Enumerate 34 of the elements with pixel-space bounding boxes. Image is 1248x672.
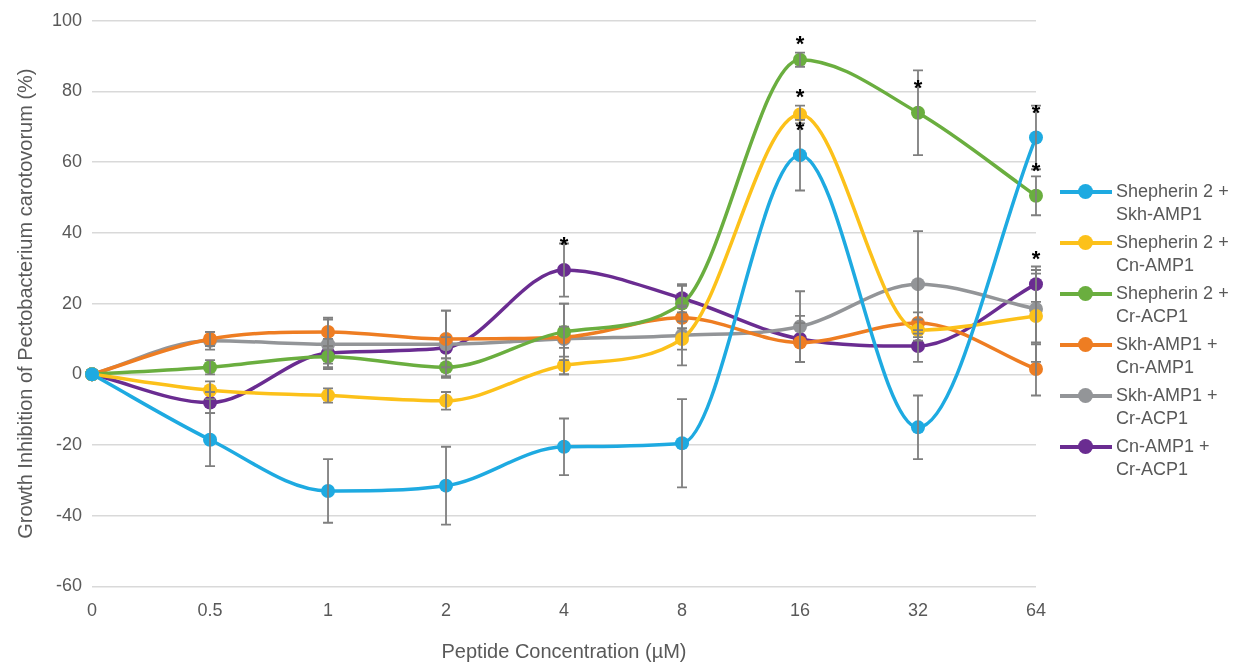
y-axis-title: Growth Inhibition of Pectobacterium carotovorum (%) xyxy=(13,68,36,539)
legend-label: Skh-AMP1 + Cn-AMP1 xyxy=(1116,334,1218,377)
y-tick-label: 100 xyxy=(51,9,83,30)
annotation: * xyxy=(795,117,805,143)
y-tick-label: 20 xyxy=(62,292,83,313)
text: Shepherin 2 + Cn-AMP1 xyxy=(1116,232,1229,275)
text: Shepherin 2 + Cr-ACP1 xyxy=(1116,283,1229,326)
x-tick-label: 0 xyxy=(87,600,98,621)
y-tick-label: 0 xyxy=(72,363,83,384)
legend-label: Shepherin 2 + Skh-AMP1 xyxy=(1116,181,1229,224)
annotation: * xyxy=(1031,157,1041,183)
legend-label: Skh-AMP1 + Cr-ACP1 xyxy=(1116,385,1218,428)
y-tick-label: -60 xyxy=(56,575,83,596)
x-tick-label: 32 xyxy=(907,600,929,621)
annotation: * xyxy=(795,83,805,109)
y-tick-label: 40 xyxy=(62,221,83,242)
x-tick-label: 64 xyxy=(1025,600,1046,621)
y-tick-label: -20 xyxy=(56,433,83,454)
x-tick-label: 1 xyxy=(323,600,334,621)
legend-label: Cn-AMP1 + Cr-ACP1 xyxy=(1116,436,1210,479)
x-tick-label: 4 xyxy=(559,600,570,621)
annotation: * xyxy=(913,74,923,100)
y-tick-label: -40 xyxy=(56,504,83,525)
x-axis-title: Peptide Concentration (µM) xyxy=(441,639,687,662)
x-tick-label: 8 xyxy=(677,600,688,621)
annotation: * xyxy=(795,30,805,56)
x-tick-label: 0.5 xyxy=(197,600,223,621)
y-tick-label: 80 xyxy=(62,80,83,101)
x-tick-label: 2 xyxy=(441,600,452,621)
x-tick-label: 16 xyxy=(789,600,811,621)
annotation: * xyxy=(559,232,569,258)
annotation: * xyxy=(1031,99,1041,125)
y-tick-label: 60 xyxy=(62,151,83,172)
annotation: * xyxy=(1031,246,1041,272)
